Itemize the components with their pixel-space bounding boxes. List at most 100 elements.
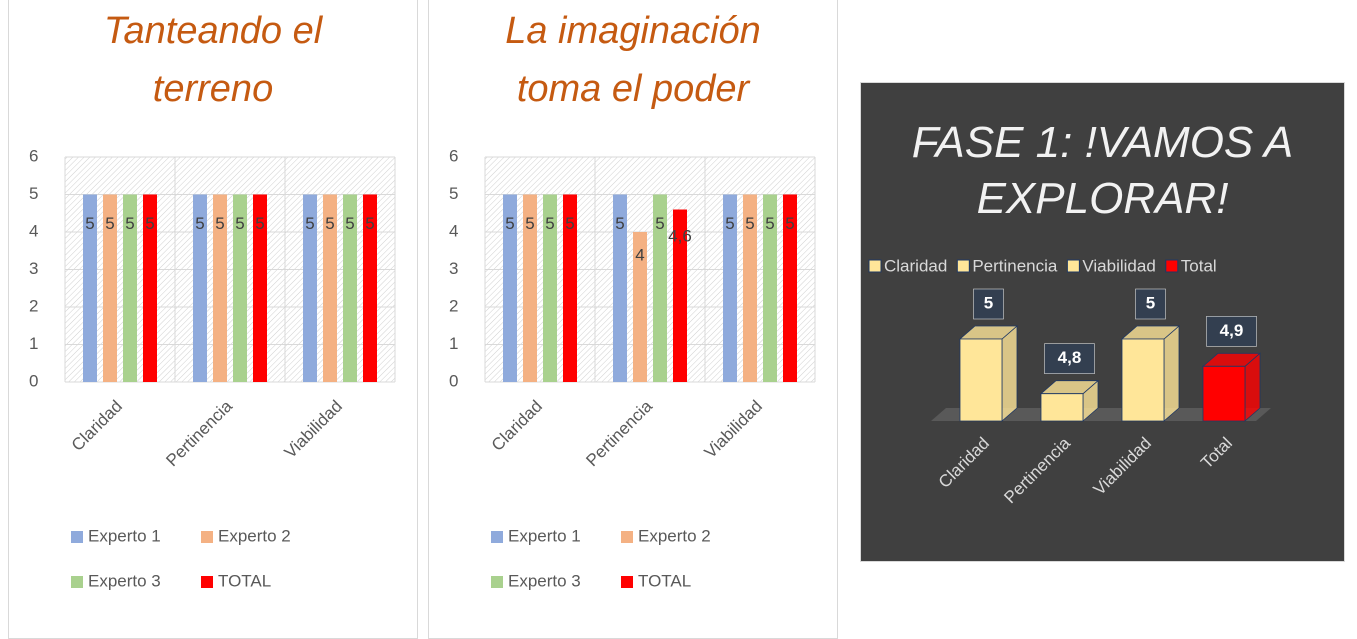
x-tick-label: Viabilidad: [701, 397, 766, 462]
chart-title: Tanteando el terreno: [103, 10, 323, 110]
bar-front: [1121, 338, 1165, 422]
data-label-box: [1206, 316, 1257, 347]
legend-label: Experto 2: [218, 526, 291, 545]
data-label-box: [1044, 343, 1095, 374]
legend-swatch: [71, 576, 83, 588]
y-tick-label: 1: [449, 334, 458, 353]
data-label: 5: [325, 214, 334, 233]
bar: [653, 194, 667, 382]
legend-label: TOTAL: [638, 571, 691, 590]
chart-title: FASE 1: !VAMOS A EXPLORAR!: [911, 118, 1294, 223]
data-label: 4,9: [1220, 321, 1244, 340]
bar: [103, 194, 117, 382]
y-tick-label: 5: [29, 184, 38, 203]
data-label: 5: [505, 214, 514, 233]
x-tick-label: Viabilidad: [281, 397, 346, 462]
data-label: 5: [525, 214, 534, 233]
bar: [523, 194, 537, 382]
bar: [633, 232, 647, 382]
y-tick-label: 0: [29, 371, 38, 390]
bar: [743, 194, 757, 382]
data-label: 5: [85, 214, 94, 233]
y-tick-label: 1: [29, 334, 38, 353]
data-label: 5: [725, 214, 734, 233]
bar: [253, 194, 267, 382]
bar: [123, 194, 137, 382]
legend-label: Experto 3: [88, 571, 161, 590]
legend-label: Total: [1181, 256, 1217, 275]
legend-swatch: [201, 531, 213, 543]
legend-swatch: [1165, 259, 1179, 273]
data-label: 5: [785, 214, 794, 233]
bar-side: [1163, 325, 1180, 422]
data-label: 5: [125, 214, 134, 233]
bar: [303, 194, 317, 382]
bar: [503, 194, 517, 382]
bar: [1201, 352, 1262, 422]
bar: [363, 194, 377, 382]
chart: Claridad Pertinencia Viabilidad Total5Clari…: [868, 256, 1271, 507]
data-label: 5: [305, 214, 314, 233]
data-label-box: [973, 288, 1004, 320]
bar: [723, 194, 737, 382]
bar: [958, 325, 1019, 422]
data-label: 5: [984, 293, 993, 312]
legend-label: TOTAL: [218, 571, 271, 590]
data-label: 5: [215, 214, 224, 233]
y-tick-label: 4: [449, 221, 458, 240]
y-tick-label: 6: [29, 146, 38, 165]
y-tick-label: 4: [29, 221, 38, 240]
x-tick-label: Pertinencia: [1000, 433, 1074, 507]
data-label: 5: [565, 214, 574, 233]
bar: [673, 209, 687, 382]
bar: [543, 194, 557, 382]
x-tick-label: Claridad: [68, 397, 126, 455]
data-label: 5: [145, 214, 154, 233]
chart-panel: Tanteando el terreno 0 1 2 3 4 5 6 5 5 5 5 Claridad…: [8, 0, 418, 639]
bar: [783, 194, 797, 382]
bar: [193, 194, 207, 382]
bar-side: [1001, 325, 1018, 422]
data-label: 5: [745, 214, 754, 233]
legend-label: Viabilidad: [1082, 256, 1155, 275]
legend-swatch: [868, 259, 882, 273]
x-tick-label: Viabilidad: [1090, 434, 1155, 499]
y-tick-label: 0: [449, 371, 458, 390]
x-tick-label: Claridad: [488, 397, 546, 455]
x-tick-label: Pertinencia: [162, 396, 236, 470]
bar: [1120, 325, 1181, 422]
bar: [143, 194, 157, 382]
legend-label: Experto 1: [508, 526, 581, 545]
chart-title: La imaginación toma el poder: [505, 10, 761, 110]
y-tick-label: 3: [449, 259, 458, 278]
data-label: 5: [105, 214, 114, 233]
legend-label: Claridad: [884, 256, 947, 275]
data-label: 4,8: [1058, 348, 1082, 367]
data-label: 5: [655, 214, 664, 233]
data-label: 5: [615, 214, 624, 233]
legend-swatch: [621, 576, 633, 588]
legend-label: Experto 3: [508, 571, 581, 590]
chart-panel: FASE 1: !VAMOS A EXPLORAR! Claridad Perti…: [860, 82, 1345, 562]
bar: [83, 194, 97, 382]
legend-swatch: [201, 576, 213, 588]
legend-swatch: [491, 531, 503, 543]
y-tick-label: 3: [29, 259, 38, 278]
data-label: 5: [365, 214, 374, 233]
bar: [1039, 379, 1100, 422]
legend-swatch: [956, 259, 970, 273]
bar: [323, 194, 337, 382]
data-label: 5: [545, 214, 554, 233]
data-label: 5: [345, 214, 354, 233]
y-tick-label: 6: [449, 146, 458, 165]
bar: [613, 194, 627, 382]
bar: [563, 194, 577, 382]
page: {"chart_data": [ {"type": "bar", "title"…: [8, 0, 1345, 639]
floor: [931, 408, 1271, 421]
data-label: 4,6: [668, 227, 692, 246]
bar: [213, 194, 227, 382]
data-label: 5: [235, 214, 244, 233]
data-label: 5: [255, 214, 264, 233]
